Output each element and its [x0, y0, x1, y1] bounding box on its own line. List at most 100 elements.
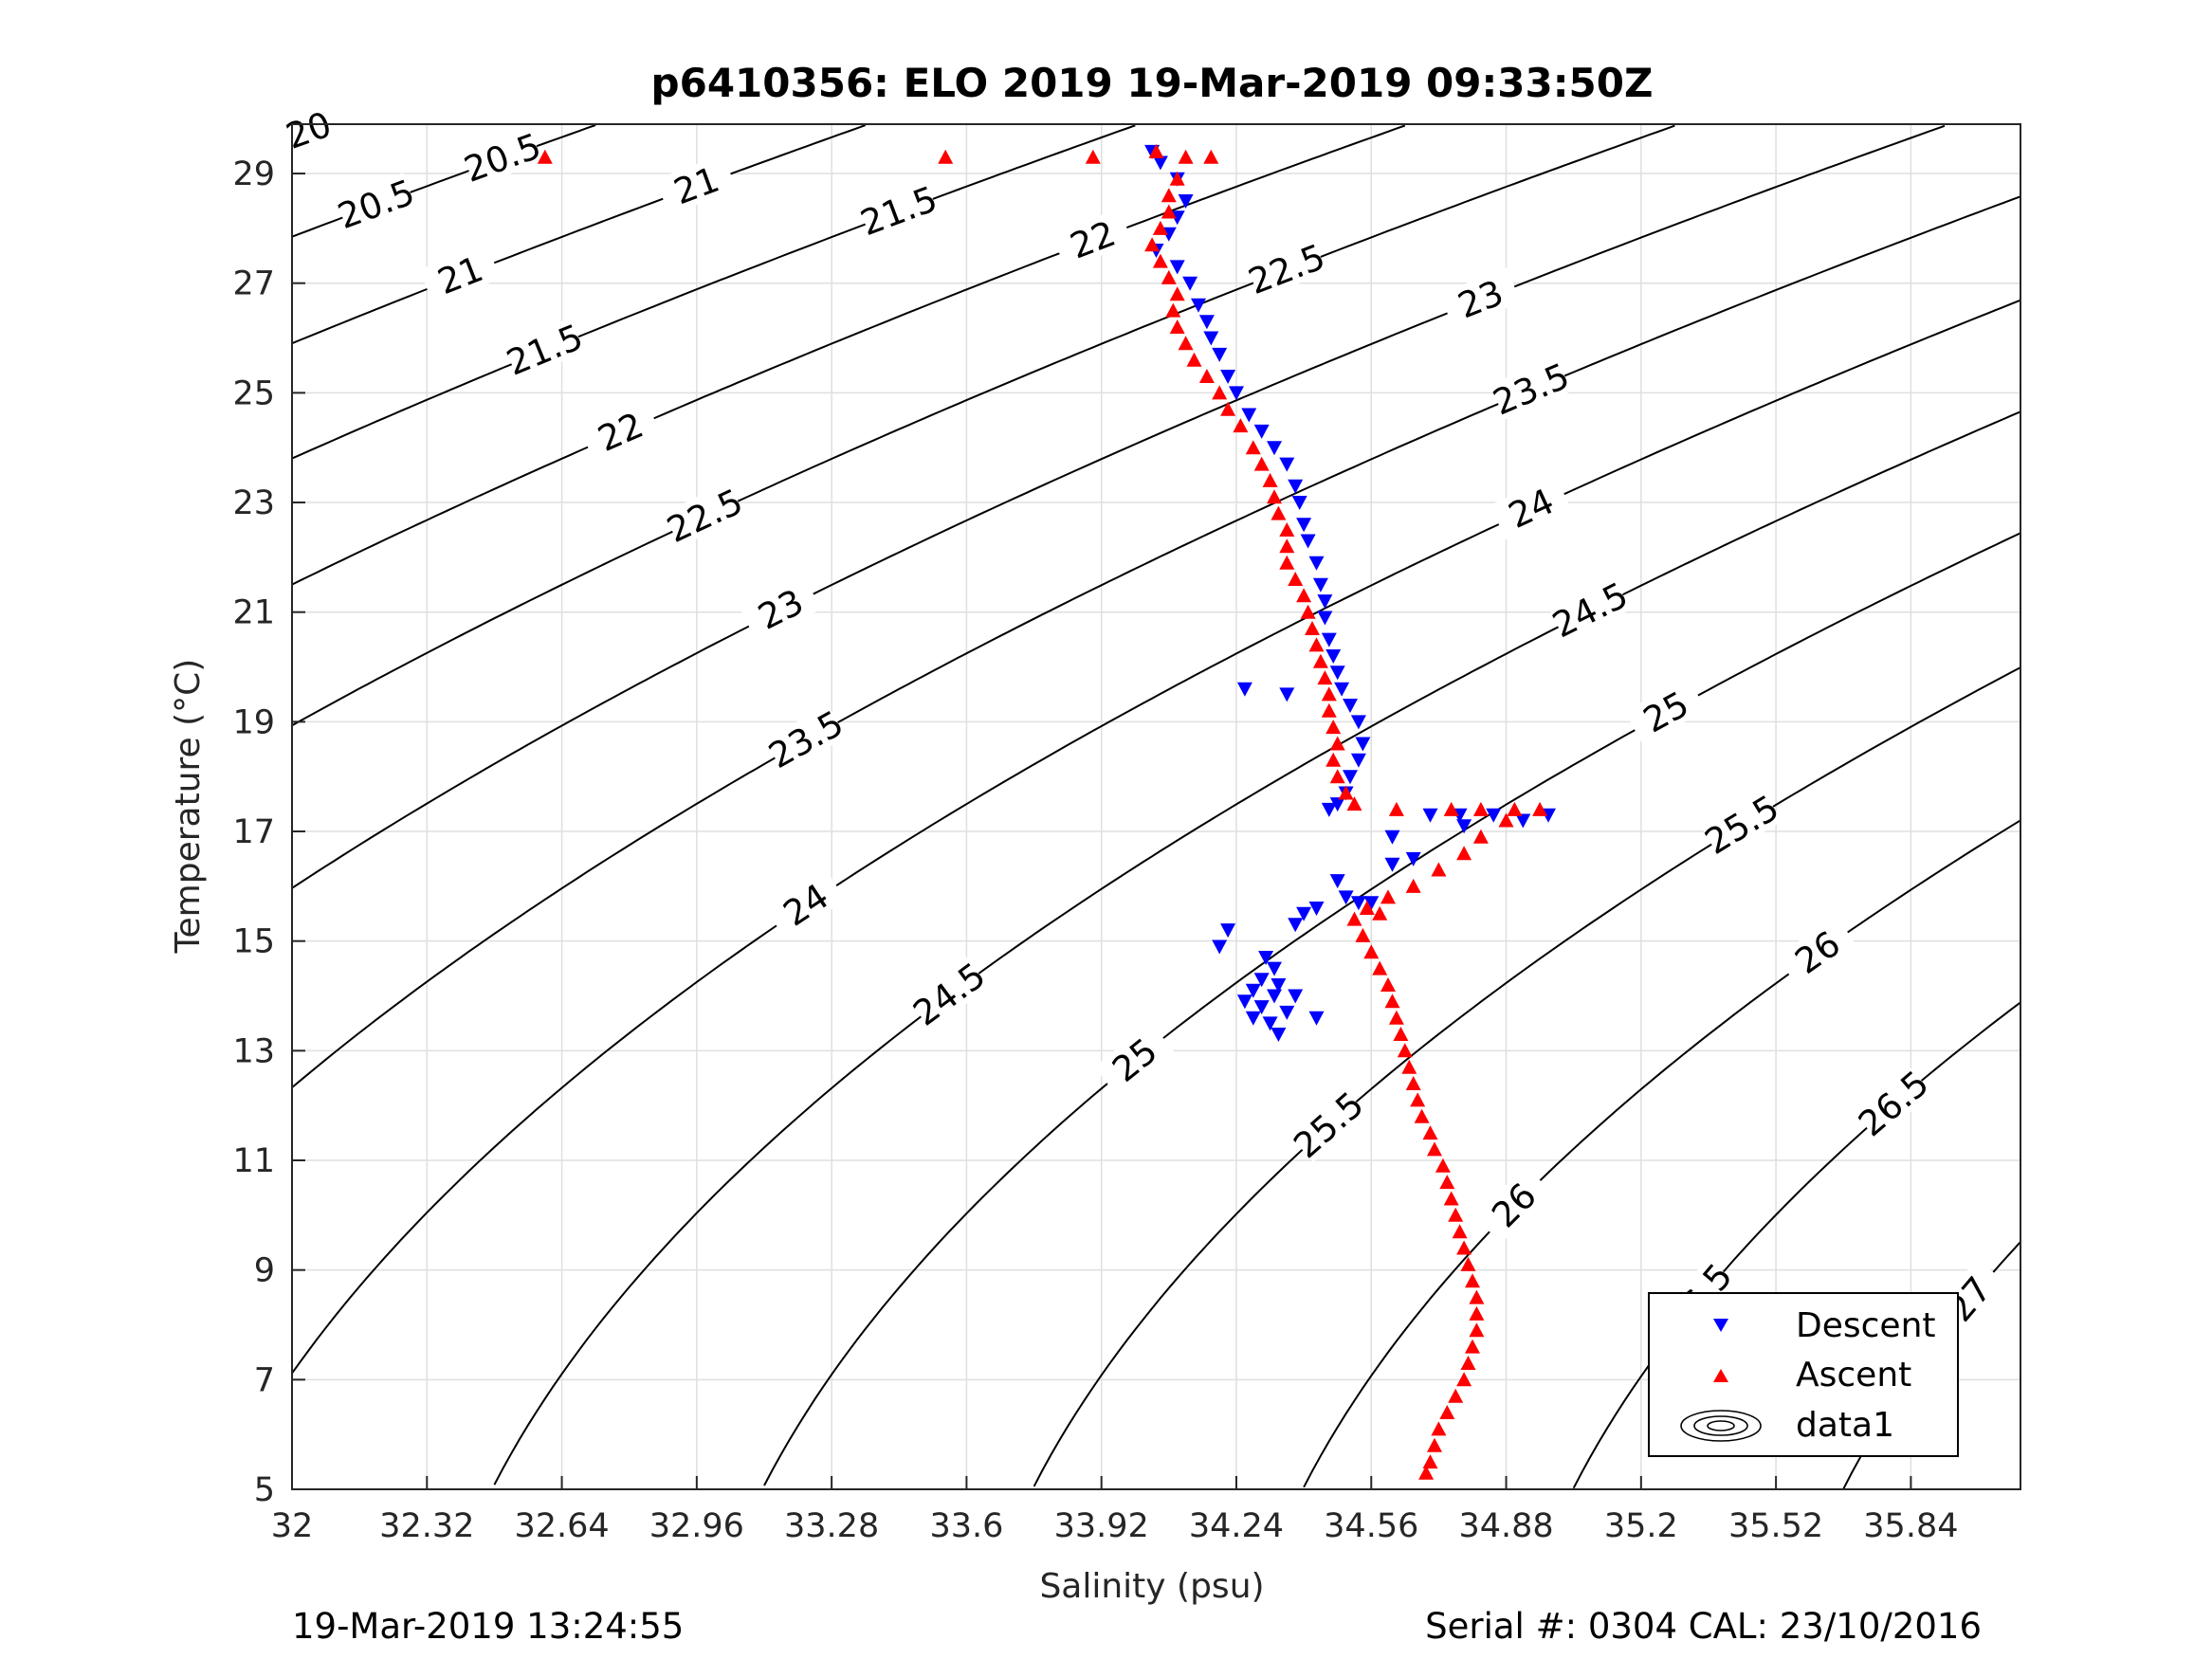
descent-point	[1325, 649, 1342, 664]
plot-frame	[291, 123, 2021, 1490]
axis-ticks: 32 32.32 32.64 32.96 33.28 33.6 33.92 34.24 34.5…	[232, 155, 1958, 1545]
descent-point	[1321, 632, 1337, 647]
contour-label: 20.5	[459, 125, 546, 190]
ascent-point	[1325, 752, 1342, 767]
descent-point	[1245, 983, 1261, 998]
ascent-point	[1384, 994, 1400, 1009]
ascent-point	[1321, 686, 1337, 702]
ascent-point	[1198, 369, 1215, 383]
contour-label-mask	[267, 99, 349, 159]
ascent-point	[1465, 1339, 1480, 1354]
ascent-point	[1178, 149, 1194, 164]
x-tick-label: 33.6	[929, 1507, 1003, 1545]
descent-point	[1291, 496, 1307, 510]
ascent-point	[1456, 1372, 1472, 1387]
ascent-point	[1439, 1175, 1455, 1190]
contour-label: 23.5	[762, 702, 850, 776]
ascent-point	[1152, 220, 1168, 235]
descent-point	[1343, 770, 1358, 785]
contour-label-mask	[335, 173, 416, 234]
isopycnal-line	[291, 299, 2021, 1375]
descent-point	[1212, 939, 1228, 955]
descent-point	[1267, 961, 1282, 976]
descent-point	[1236, 682, 1252, 697]
ascent-point	[1165, 302, 1181, 318]
ascent-point	[1279, 538, 1295, 554]
contour-label: 25.5	[1698, 787, 1786, 863]
descent-point	[1267, 441, 1282, 456]
x-tick-label: 32.96	[649, 1507, 744, 1545]
descent-point	[1296, 518, 1312, 533]
ascent-point	[1448, 1388, 1464, 1403]
x-tick-label: 33.92	[1054, 1507, 1149, 1545]
contour-labels: 202020.520.5212121.521.5222222.522.52323…	[259, 99, 2006, 1442]
ascent-point	[1144, 237, 1161, 252]
isopycnal-line	[291, 124, 1675, 727]
x-tick-label: 35.2	[1604, 1507, 1678, 1545]
ascent-point	[1085, 149, 1101, 164]
contour-label-mask	[503, 317, 585, 380]
ascent-point	[1397, 1043, 1413, 1058]
legend-ascent-marker	[1713, 1369, 1728, 1382]
ascent-point	[1245, 440, 1261, 455]
ascent-point	[1161, 188, 1177, 203]
contour-label-mask	[739, 574, 821, 642]
y-tick-label: 11	[232, 1142, 275, 1180]
ascent-point	[1253, 456, 1270, 471]
ascent-point	[1380, 977, 1396, 992]
descent-point	[1515, 813, 1531, 829]
ascent-point	[1363, 944, 1380, 959]
ascent-point	[1296, 588, 1312, 603]
contour-label-mask	[1474, 1165, 1553, 1244]
legend-data1-label: data1	[1796, 1406, 1894, 1445]
descent-point	[1241, 408, 1257, 423]
descent-point	[1212, 347, 1228, 362]
contour-label-mask	[1288, 1085, 1368, 1162]
descent-point	[1203, 331, 1219, 346]
contour-label-mask	[1490, 475, 1572, 540]
legend-contour-icon	[1680, 1410, 1762, 1442]
ascent-point	[1220, 401, 1236, 416]
descent-point	[1308, 1011, 1325, 1026]
contour-label-mask	[764, 867, 847, 940]
contour-label-mask	[664, 482, 745, 547]
descent-point	[1267, 989, 1282, 1004]
contour-label-mask	[764, 703, 847, 773]
y-tick-label: 21	[232, 594, 275, 632]
x-tick-label: 32.32	[379, 1507, 474, 1545]
contour-label-mask	[1490, 356, 1572, 420]
ascent-point	[1456, 1240, 1472, 1255]
x-tick-label: 32.64	[514, 1507, 609, 1545]
ascent-point	[1279, 555, 1295, 570]
descent-point	[1363, 896, 1380, 911]
isopycnal-line	[493, 410, 2021, 1486]
ascent-point	[1355, 927, 1371, 942]
descent-point	[1422, 808, 1438, 823]
descent-point	[1279, 687, 1295, 702]
grid	[292, 124, 2020, 1489]
ascent-point	[1321, 702, 1337, 718]
ascent-point	[1532, 801, 1548, 816]
ascent-point	[1410, 1092, 1426, 1107]
contour-label-mask	[1776, 915, 1857, 988]
ascent-point	[1435, 1158, 1451, 1173]
y-tick-label: 17	[232, 813, 275, 851]
contour-label: 21.5	[855, 178, 942, 244]
descent-point	[1253, 424, 1270, 439]
descent-point	[1384, 830, 1400, 845]
descent-point	[1486, 808, 1502, 823]
descent-point	[1178, 194, 1194, 209]
ascent-point	[1452, 1224, 1468, 1239]
ascent-point	[1262, 472, 1278, 487]
ascent-point	[1161, 204, 1177, 219]
ascent-point	[1498, 812, 1514, 828]
y-tick-label: 7	[254, 1361, 275, 1399]
ascent-point	[1305, 621, 1320, 635]
descent-point	[1300, 534, 1316, 549]
isopycnal-line	[291, 124, 1136, 460]
ascent-point	[1405, 878, 1421, 893]
descent-point	[1279, 1005, 1295, 1020]
ascent-point	[1338, 785, 1354, 800]
y-tick-label: 5	[254, 1471, 275, 1509]
descent-point	[1220, 923, 1236, 939]
